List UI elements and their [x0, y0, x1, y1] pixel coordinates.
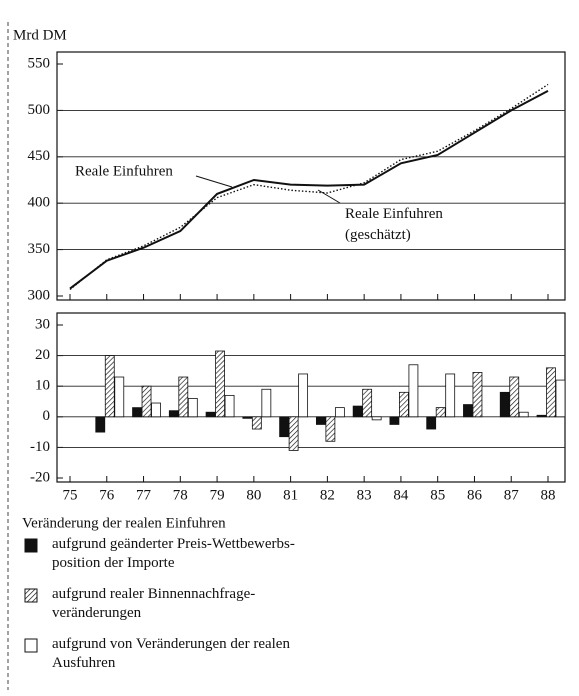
bar: [546, 367, 556, 418]
bar: [426, 416, 437, 430]
bar: [261, 388, 272, 418]
legend-label-line: veränderungen: [52, 605, 142, 621]
bar: [132, 407, 142, 418]
bar: [463, 404, 473, 418]
bar: [389, 416, 400, 425]
bar: [187, 398, 198, 418]
bar: [168, 410, 179, 418]
bar: [445, 373, 456, 418]
x-tick-label: 81: [283, 487, 298, 503]
bar: [408, 364, 419, 418]
legend-title: Veränderung der realen Einfuhren: [22, 515, 226, 531]
top-panel: [56, 51, 566, 301]
y-tick-label: 550: [28, 55, 51, 71]
y-tick-label: 300: [28, 287, 51, 303]
y-axis-label: Mrd DM: [13, 27, 67, 43]
x-tick-label: 83: [357, 487, 372, 503]
y-tick-label: 10: [35, 378, 50, 394]
bar: [509, 376, 520, 418]
y-tick-label: 500: [28, 102, 51, 118]
legend-label-line: position der Importe: [52, 555, 175, 571]
y-tick-label: -10: [30, 439, 50, 455]
x-tick-label: 77: [136, 487, 152, 503]
x-tick-label: 85: [430, 487, 445, 503]
leader-line: [195, 175, 233, 188]
leader-line: [317, 189, 341, 204]
bar: [95, 416, 106, 433]
legend-label-line: aufgrund von Veränderungen der realen: [52, 636, 290, 652]
bar: [472, 372, 483, 418]
bar: [224, 394, 235, 418]
bar: [352, 405, 363, 418]
legend-swatch: [24, 588, 38, 603]
bar: [536, 414, 547, 418]
bar: [205, 411, 216, 418]
bar: [371, 416, 382, 421]
bar: [499, 391, 510, 418]
legend-label: aufgrund geänderter Preis-Wettbewerbs-po…: [52, 536, 295, 571]
bar: [151, 402, 161, 418]
y-tick-label: 30: [35, 316, 50, 332]
x-tick-label: 82: [320, 487, 335, 503]
x-tick-label: 86: [467, 487, 483, 503]
line-label: Reale Einfuhren (geschätzt): [345, 206, 443, 243]
bottom-panel: [56, 312, 566, 483]
bar: [518, 411, 529, 418]
bar: [251, 416, 262, 430]
legend-label-line: Ausfuhren: [52, 655, 116, 671]
legend-label: aufgrund von Veränderungen der realen Aus…: [52, 636, 290, 671]
y-tick-label: 400: [28, 195, 51, 211]
bar: [298, 373, 309, 418]
x-tick-label: 88: [541, 487, 556, 503]
y-tick-label: 350: [28, 241, 51, 257]
bar: [104, 355, 115, 418]
bar: [215, 350, 225, 418]
x-tick-label: 78: [173, 487, 188, 503]
bar: [114, 376, 125, 418]
bar: [141, 385, 152, 418]
x-tick-label: 87: [504, 487, 520, 503]
data-line: [69, 83, 549, 291]
x-tick-label: 80: [246, 487, 261, 503]
legend-label-line: aufgrund realer Binnennachfrage-: [52, 586, 255, 602]
bar: [279, 416, 290, 438]
x-tick-label: 75: [63, 487, 78, 503]
line-label-line: Reale Einfuhren: [345, 206, 443, 222]
bar: [178, 376, 189, 418]
y-tick-label: -20: [30, 469, 50, 485]
x-tick-label: 76: [99, 487, 115, 503]
legend-label: aufgrund realer Binnennachfrage-veränder…: [52, 586, 255, 621]
legend-swatch: [24, 538, 38, 553]
bar: [362, 388, 373, 418]
legend-swatch: [24, 638, 38, 653]
line-label: Reale Einfuhren: [75, 163, 173, 179]
bar: [399, 391, 409, 418]
y-tick-label: 0: [43, 408, 51, 424]
x-tick-label: 79: [210, 487, 225, 503]
y-tick-label: 20: [35, 347, 50, 363]
y-tick-label: 450: [28, 148, 51, 164]
bar: [315, 416, 326, 425]
legend-label-line: aufgrund geänderter Preis-Wettbewerbs-: [52, 536, 295, 552]
bar: [242, 416, 253, 419]
bar: [325, 416, 336, 442]
bar: [334, 407, 345, 418]
bar: [435, 407, 446, 418]
bar: [288, 416, 299, 451]
data-line: [69, 90, 549, 290]
bar: [555, 379, 566, 418]
line-label-line: (geschätzt): [345, 227, 411, 243]
x-tick-label: 84: [393, 487, 409, 503]
